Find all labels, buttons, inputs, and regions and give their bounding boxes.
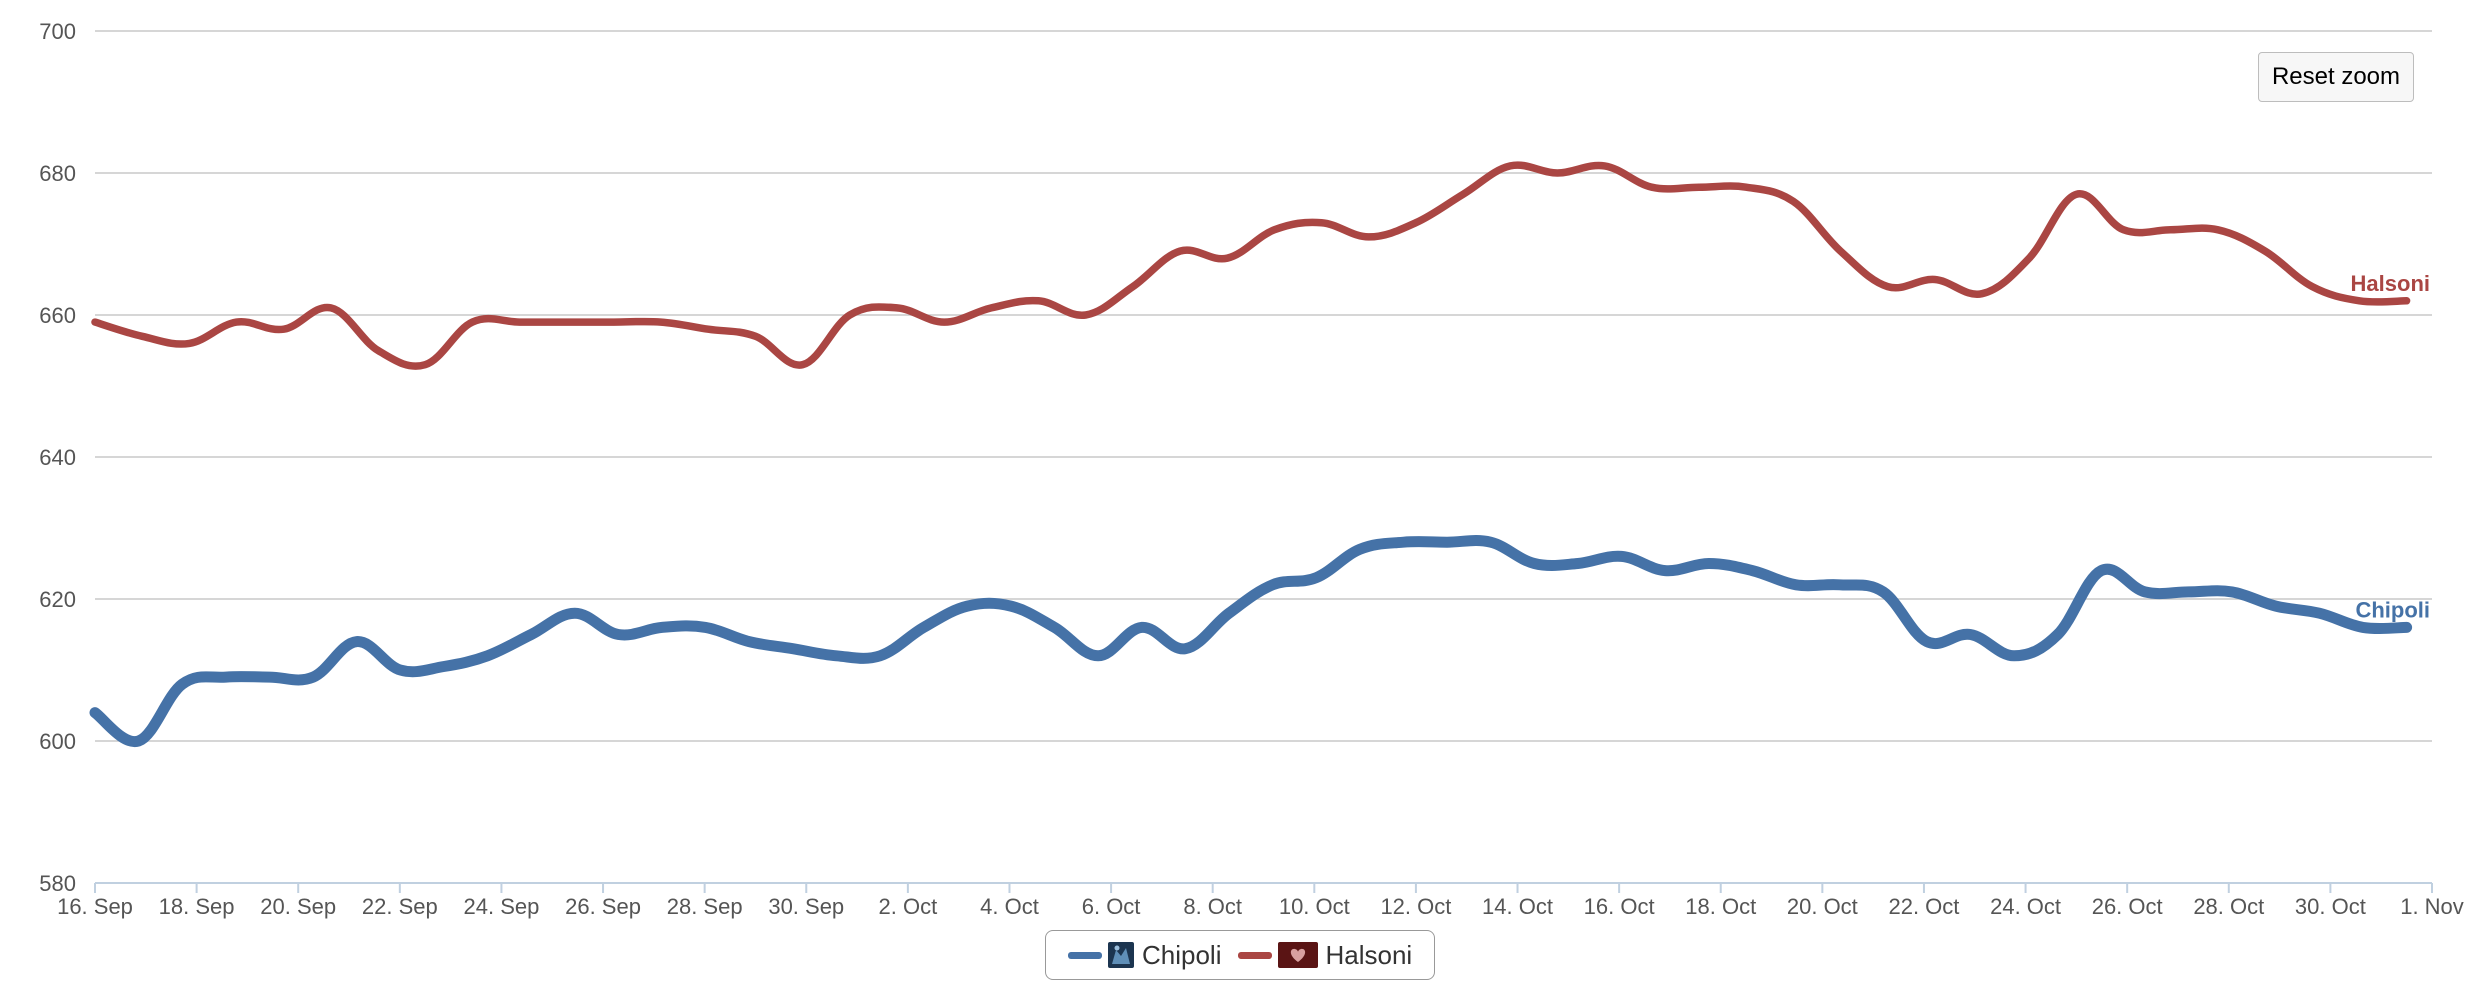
y-tick-label: 600 <box>39 729 76 754</box>
x-tick-label: 12. Oct <box>1380 894 1451 919</box>
legend: Chipoli Halsoni <box>1045 930 1436 980</box>
x-tick-label: 26. Sep <box>565 894 641 919</box>
y-axis: 580 600 620 640 660 680 700 <box>39 19 76 896</box>
x-tick-label: 4. Oct <box>980 894 1039 919</box>
x-tick-label: 14. Oct <box>1482 894 1553 919</box>
series-line-halsoni[interactable] <box>91 161 2411 370</box>
legend-item-halsoni[interactable]: Halsoni <box>1237 939 1413 971</box>
team-crest-icon <box>1108 942 1134 968</box>
legend-label-chipoli: Chipoli <box>1142 939 1222 970</box>
x-tick-label: 6. Oct <box>1082 894 1141 919</box>
y-tick-label: 660 <box>39 303 76 328</box>
grid-lines <box>95 30 2432 742</box>
x-tick-label: 20. Sep <box>260 894 336 919</box>
x-tick-label: 18. Oct <box>1685 894 1756 919</box>
y-tick-label: 700 <box>39 19 76 44</box>
x-tick-label: 28. Sep <box>667 894 743 919</box>
x-tick-label: 22. Sep <box>362 894 438 919</box>
x-tick-label: 16. Sep <box>57 894 133 919</box>
series-end-label-halsoni: Halsoni <box>2351 271 2430 296</box>
legend-item-chipoli[interactable]: Chipoli <box>1068 940 1222 971</box>
y-tick-label: 680 <box>39 161 76 186</box>
x-tick-label: 24. Oct <box>1990 894 2061 919</box>
legend-line-chipoli <box>1068 951 1102 959</box>
y-tick-label: 640 <box>39 445 76 470</box>
legend-line-halsoni <box>1237 951 1272 959</box>
x-tick-label: 26. Oct <box>2092 894 2163 919</box>
legend-label-halsoni: Halsoni <box>1325 939 1413 970</box>
x-tick-label: 30. Oct <box>2295 894 2366 919</box>
x-tick-label: 10. Oct <box>1279 894 1350 919</box>
x-tick-label: 1. Nov <box>2400 894 2464 919</box>
series-line-chipoli[interactable] <box>89 535 2413 747</box>
x-tick-label: 22. Oct <box>1888 894 1959 919</box>
x-tick-label: 20. Oct <box>1787 894 1858 919</box>
x-tick-label: 24. Sep <box>464 894 540 919</box>
x-tick-label: 18. Sep <box>159 894 235 919</box>
x-tick-label: 28. Oct <box>2193 894 2264 919</box>
x-tick-label: 16. Oct <box>1584 894 1655 919</box>
heart-emblem-icon <box>1277 942 1318 968</box>
y-tick-label: 620 <box>39 587 76 612</box>
x-tick-label: 8. Oct <box>1183 894 1242 919</box>
reset-zoom-button[interactable]: Reset zoom <box>2258 52 2414 102</box>
x-tick-label: 30. Sep <box>768 894 844 919</box>
y-tick-label: 580 <box>39 871 76 896</box>
x-tick-label: 2. Oct <box>879 894 938 919</box>
x-axis: 16. Sep 18. Sep 20. Sep 22. Sep 24. Sep 26. S… <box>57 882 2464 919</box>
series-end-labels: Chipoli Halsoni <box>2351 271 2430 623</box>
series-end-label-chipoli: Chipoli <box>2355 597 2430 622</box>
series-lines <box>89 161 2413 747</box>
